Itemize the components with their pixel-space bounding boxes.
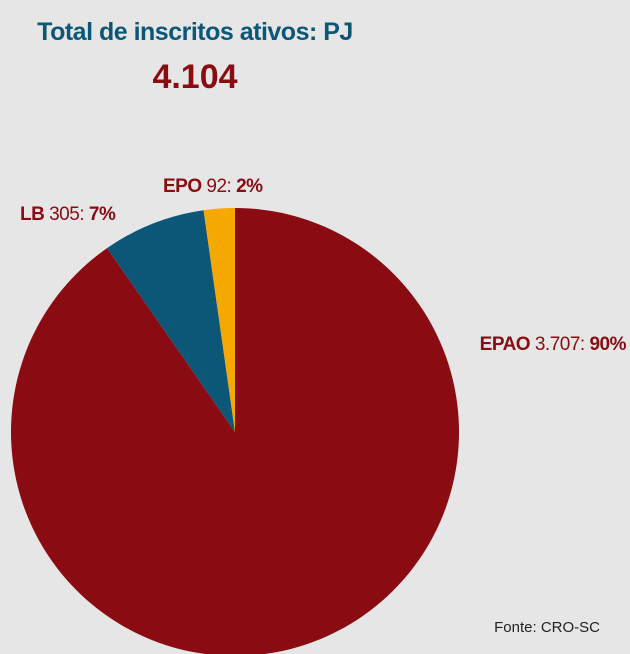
pie-slice [107, 210, 235, 432]
category-name: LB [20, 204, 44, 225]
separator: : [79, 204, 84, 225]
chart-subtitle: 4.104 [152, 58, 237, 96]
percent-label: 2% [236, 176, 263, 197]
category-name: EPO [163, 176, 202, 197]
pie-slice [203, 208, 235, 432]
separator: : [227, 176, 232, 197]
pie [11, 208, 459, 654]
slice-label: EPO 92: 2% [163, 176, 263, 197]
value-label: 92 [206, 176, 226, 197]
source: Fonte: CRO-SC [494, 619, 600, 636]
category-name: EPAO [480, 334, 530, 355]
separator: : [580, 334, 585, 355]
chart-title: Total de inscritos ativos: PJ [37, 18, 353, 46]
pie-slice [11, 208, 459, 654]
percent-label: 90% [589, 334, 626, 355]
value-label: 3.707 [535, 334, 580, 355]
slice-label: EPAO 3.707: 90% [480, 334, 627, 355]
percent-label: 7% [89, 204, 116, 225]
value-label: 305 [49, 204, 79, 225]
slice-label: LB 305: 7% [20, 204, 116, 225]
